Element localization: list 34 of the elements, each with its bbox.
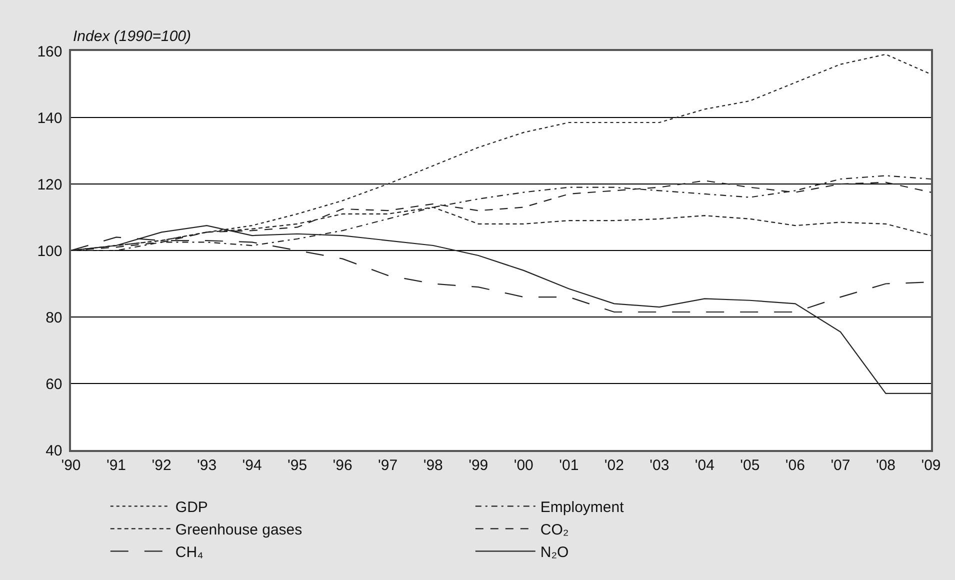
x-tick-label: '00: [514, 456, 534, 474]
x-tick-label: '04: [694, 456, 714, 474]
y-tick-label: 140: [37, 110, 62, 127]
legend-label: Greenhouse gases: [175, 522, 302, 538]
x-tick-label: '08: [876, 456, 896, 474]
x-tick-label: '06: [785, 456, 805, 474]
y-tick-label: 160: [37, 43, 62, 60]
x-tick-label: '09: [921, 456, 941, 474]
x-tick-label: '93: [197, 456, 217, 474]
legend-label: GDP: [175, 499, 208, 516]
legend-label: CO₂: [540, 522, 569, 538]
x-tick-label: '96: [332, 456, 352, 474]
y-tick-label: 120: [37, 176, 62, 194]
x-tick-label: '07: [830, 456, 850, 474]
x-tick-label: '99: [468, 456, 488, 474]
legend-label: Employment: [540, 499, 625, 516]
x-tick-label: '95: [288, 456, 308, 474]
x-tick-label: '91: [106, 456, 126, 474]
x-tick-label: '94: [242, 456, 262, 474]
legend-label: N₂O: [540, 544, 569, 561]
x-tick-label: '02: [604, 456, 624, 474]
x-tick-label: '03: [650, 456, 670, 474]
x-tick-label: '01: [559, 456, 579, 474]
x-tick-label: '98: [423, 456, 443, 474]
y-tick-label: 60: [46, 376, 62, 393]
x-tick-label: '05: [740, 456, 760, 474]
x-tick-label: '97: [378, 456, 398, 474]
y-tick-label: 100: [37, 242, 62, 260]
x-tick-label: '92: [152, 456, 172, 474]
y-tick-label: 40: [46, 442, 62, 460]
y-tick-label: 80: [46, 309, 62, 326]
legend-label: CH₄: [175, 544, 204, 561]
y-axis-title: Index (1990=100): [73, 28, 192, 45]
x-tick-label: '90: [61, 456, 81, 474]
